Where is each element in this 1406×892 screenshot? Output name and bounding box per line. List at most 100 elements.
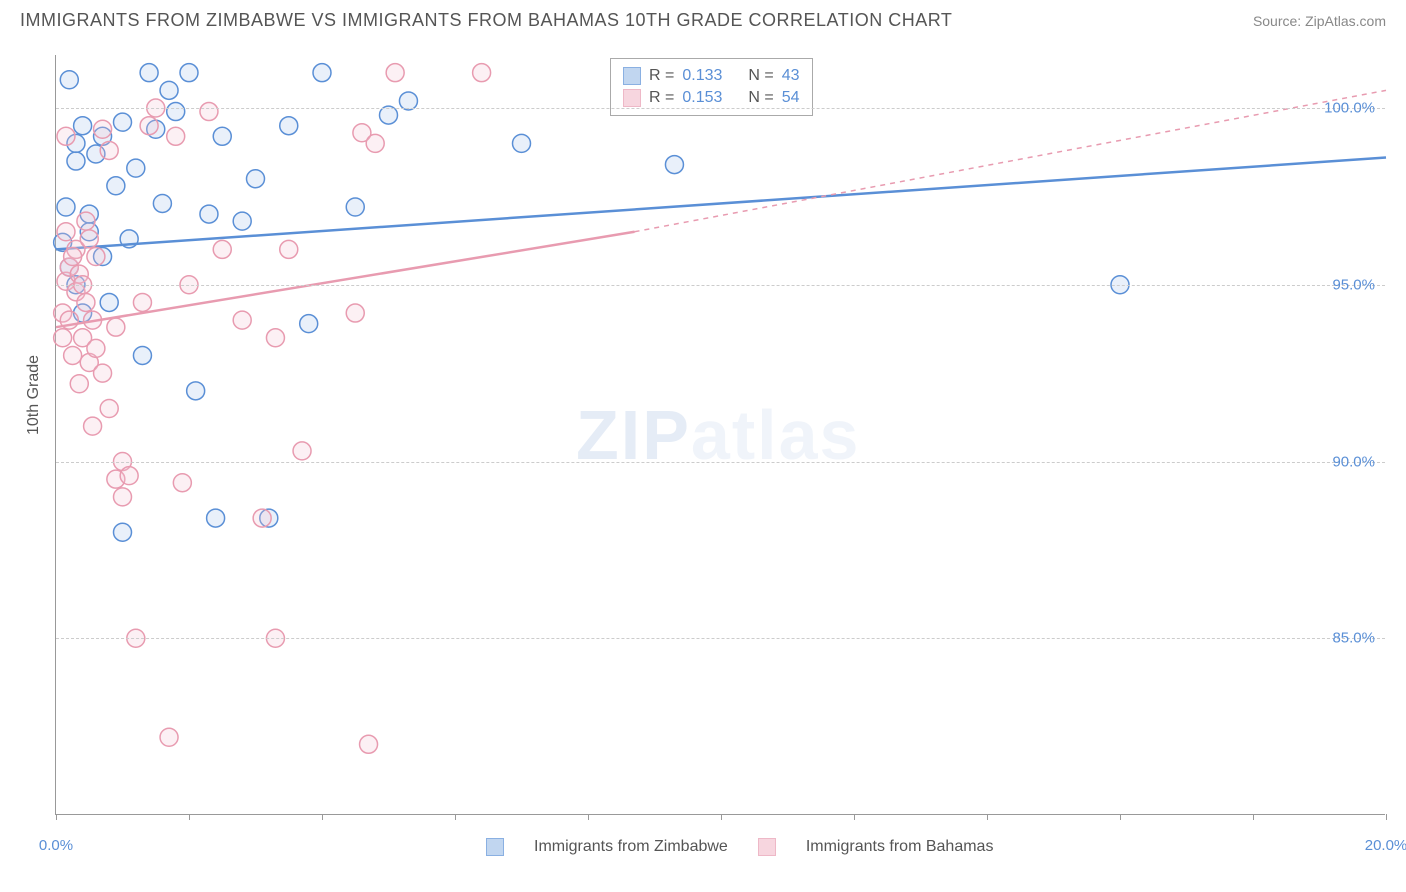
x-tick-label: 0.0% [39, 837, 73, 854]
data-point [100, 293, 118, 311]
legend-stats-row-1: R = 0.153 N = 54 [623, 87, 800, 109]
data-point [473, 64, 491, 82]
x-tick [1253, 814, 1254, 820]
legend-stats-row-0: R = 0.133 N = 43 [623, 65, 800, 87]
data-point [140, 117, 158, 135]
data-point [180, 64, 198, 82]
data-point [207, 509, 225, 527]
x-tick-label: 20.0% [1365, 837, 1406, 854]
x-tick [1386, 814, 1387, 820]
x-tick [189, 814, 190, 820]
legend-bottom-swatch-0 [486, 838, 504, 856]
x-tick [322, 814, 323, 820]
data-point [346, 304, 364, 322]
data-point [167, 103, 185, 121]
data-point [133, 346, 151, 364]
data-point [167, 127, 185, 145]
data-point [77, 212, 95, 230]
n-value-1: 54 [782, 89, 800, 107]
data-point [300, 315, 318, 333]
chart-svg [56, 55, 1385, 814]
data-point [80, 230, 98, 248]
gridline-h [56, 638, 1385, 639]
n-value-0: 43 [782, 67, 800, 85]
data-point [386, 64, 404, 82]
n-label-1: N = [748, 89, 773, 107]
x-tick [721, 814, 722, 820]
data-point [70, 375, 88, 393]
gridline-h [56, 108, 1385, 109]
legend-bottom-label-0: Immigrants from Zimbabwe [534, 838, 728, 856]
data-point [140, 64, 158, 82]
data-point [67, 152, 85, 170]
data-point [74, 117, 92, 135]
chart-title: IMMIGRANTS FROM ZIMBABWE VS IMMIGRANTS F… [20, 10, 952, 31]
legend-swatch-1 [623, 89, 641, 107]
trend-line-solid [56, 232, 635, 327]
data-point [84, 417, 102, 435]
y-tick-label: 85.0% [1332, 630, 1375, 647]
source-label: Source: ZipAtlas.com [1253, 13, 1386, 29]
data-point [160, 81, 178, 99]
data-point [87, 339, 105, 357]
data-point [54, 329, 72, 347]
n-label-0: N = [748, 67, 773, 85]
x-tick [56, 814, 57, 820]
legend-bottom-label-1: Immigrants from Bahamas [806, 838, 994, 856]
data-point [247, 170, 265, 188]
x-tick [588, 814, 589, 820]
data-point [57, 223, 75, 241]
data-point [57, 198, 75, 216]
data-point [100, 141, 118, 159]
data-point [313, 64, 331, 82]
y-tick-label: 90.0% [1332, 453, 1375, 470]
data-point [114, 488, 132, 506]
x-tick [854, 814, 855, 820]
data-point [200, 103, 218, 121]
data-point [280, 117, 298, 135]
data-point [107, 318, 125, 336]
r-value-0: 0.133 [682, 67, 722, 85]
legend-bottom-swatch-1 [758, 838, 776, 856]
data-point [77, 293, 95, 311]
data-point [360, 735, 378, 753]
data-point [187, 382, 205, 400]
data-point [665, 156, 683, 174]
data-point [266, 329, 284, 347]
gridline-h [56, 462, 1385, 463]
data-point [153, 194, 171, 212]
r-label-0: R = [649, 67, 674, 85]
data-point [94, 364, 112, 382]
data-point [57, 127, 75, 145]
y-tick-label: 100.0% [1324, 100, 1375, 117]
data-point [120, 467, 138, 485]
data-point [94, 120, 112, 138]
data-point [233, 212, 251, 230]
data-point [107, 177, 125, 195]
data-point [366, 134, 384, 152]
data-point [253, 509, 271, 527]
y-axis-title: 10th Grade [25, 355, 43, 435]
data-point [64, 247, 82, 265]
data-point [213, 127, 231, 145]
data-point [64, 346, 82, 364]
legend-swatch-0 [623, 67, 641, 85]
data-point [127, 159, 145, 177]
legend-series: Immigrants from Zimbabwe Immigrants from… [486, 838, 993, 856]
data-point [213, 240, 231, 258]
data-point [87, 247, 105, 265]
data-point [280, 240, 298, 258]
data-point [513, 134, 531, 152]
r-value-1: 0.153 [682, 89, 722, 107]
data-point [114, 523, 132, 541]
data-point [114, 113, 132, 131]
data-point [233, 311, 251, 329]
data-point [293, 442, 311, 460]
data-point [100, 399, 118, 417]
data-point [200, 205, 218, 223]
data-point [160, 728, 178, 746]
r-label-1: R = [649, 89, 674, 107]
data-point [133, 293, 151, 311]
gridline-h [56, 285, 1385, 286]
y-tick-label: 95.0% [1332, 276, 1375, 293]
